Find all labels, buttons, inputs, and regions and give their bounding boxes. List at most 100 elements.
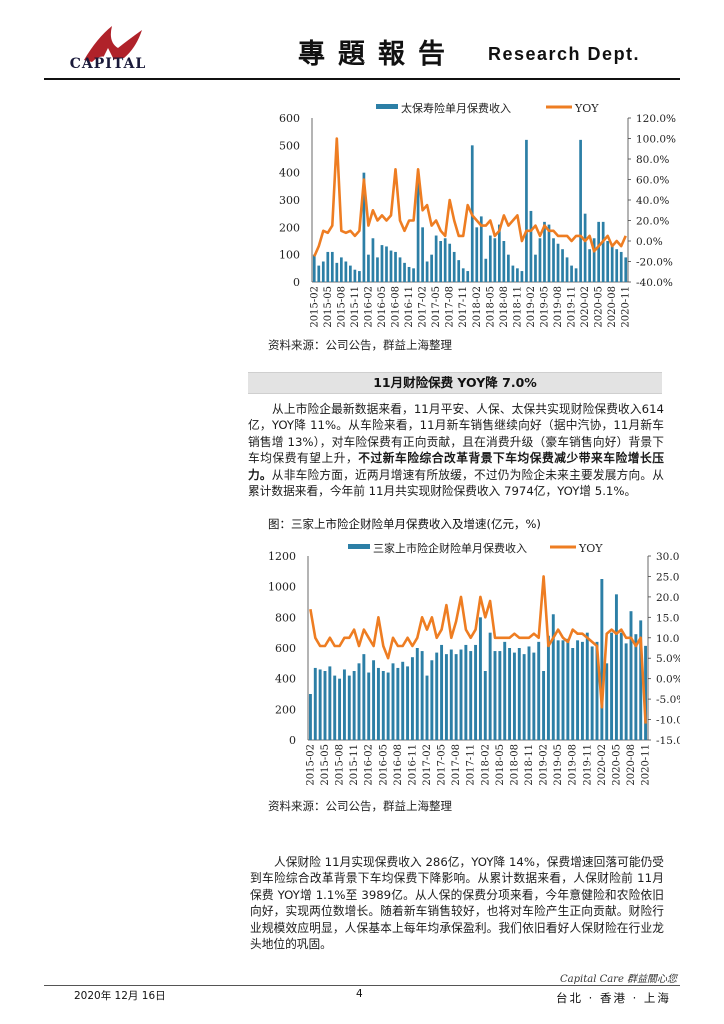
bar <box>507 254 510 282</box>
bar <box>449 649 453 740</box>
right-tick-label: -20.0% <box>636 257 673 269</box>
bar <box>459 649 463 740</box>
paragraph-1-text-a: 从上市险企最新数据来看，11月平安、人保、太保共实现财险保费收入614亿，YOY… <box>248 402 664 466</box>
bar <box>592 238 596 282</box>
bar <box>420 651 424 740</box>
bar <box>537 641 541 740</box>
bar <box>615 249 619 282</box>
footer-divider <box>44 985 680 986</box>
bar <box>639 620 643 740</box>
x-tick-label: 2018-02 <box>472 286 483 328</box>
bar <box>629 611 633 740</box>
bar <box>576 640 580 740</box>
right-tick-label: 80.0% <box>636 154 669 166</box>
bar <box>493 238 497 282</box>
right-tick-label: 0.0% <box>636 236 663 248</box>
x-tick-label: 2017-08 <box>445 286 456 328</box>
bar <box>497 224 501 282</box>
x-tick-label: 2019-02 <box>526 286 537 328</box>
x-tick-label: 2017-05 <box>437 744 448 786</box>
x-tick-label: 2016-11 <box>407 744 418 786</box>
bar <box>430 660 434 740</box>
x-tick-label: 2020-02 <box>580 286 591 328</box>
bar <box>516 268 519 282</box>
bar <box>352 671 356 740</box>
bar <box>566 638 570 740</box>
paragraph-2: 人保财险 11月实现保费收入 286亿，YOY降 14%，保费增速回落可能仍受到… <box>250 855 664 952</box>
x-tick-label: 2019-08 <box>553 286 564 328</box>
legend-bar-swatch <box>348 544 370 549</box>
bar <box>317 265 321 282</box>
right-tick-label: 30.0% <box>656 551 680 563</box>
x-tick-label: 2020-08 <box>607 286 618 328</box>
header-divider <box>44 78 680 80</box>
bar <box>353 269 357 282</box>
bar <box>600 579 604 740</box>
bar <box>556 243 560 282</box>
bar <box>511 265 515 282</box>
bar <box>358 271 361 282</box>
x-tick-label: 2017-05 <box>431 286 442 328</box>
bar <box>488 235 492 282</box>
bar <box>546 635 550 740</box>
yoy-line <box>313 137 627 257</box>
bar <box>503 641 507 740</box>
x-tick-label: 2019-08 <box>568 744 579 786</box>
chart2-source: 资料来源：公司公告，群益上海整理 <box>268 799 452 813</box>
right-tick-label: 20.0% <box>636 216 669 228</box>
x-tick-label: 2015-05 <box>323 286 334 328</box>
x-tick-label: 2015-11 <box>349 744 360 786</box>
bar <box>410 657 414 740</box>
left-tick-label: 1000 <box>268 581 296 594</box>
x-tick-label: 2018-11 <box>512 286 523 328</box>
bar <box>461 268 465 282</box>
bar <box>529 210 533 282</box>
x-tick-label: 2019-11 <box>567 286 578 328</box>
paragraph-1-bold: 不过新车险综合改革背景下车均保费减少带来车险增长压力。 <box>248 451 664 482</box>
bar <box>525 139 528 282</box>
bar <box>478 617 482 740</box>
bar <box>552 238 555 282</box>
x-tick-label: 2016-02 <box>363 286 374 328</box>
bar <box>372 660 376 740</box>
x-tick-label: 2017-11 <box>458 286 469 328</box>
bar <box>385 246 388 282</box>
bar <box>614 594 618 740</box>
bar <box>339 257 343 282</box>
x-tick-label: 2020-05 <box>611 744 622 786</box>
bar <box>454 654 458 740</box>
bar <box>380 245 384 282</box>
bar <box>328 666 332 740</box>
paragraph-1-text-b: 从非车险方面，近两月增速有所放缓，不过仍为险企未来主要发展方向。从累计数据来看，… <box>248 467 664 499</box>
right-tick-label: -5.0% <box>656 694 680 706</box>
bar <box>403 262 406 282</box>
bar <box>312 254 316 282</box>
bar <box>338 678 342 740</box>
bar <box>386 672 390 740</box>
right-tick-label: 25.0% <box>656 571 680 583</box>
bar <box>416 172 420 282</box>
bar <box>634 634 638 740</box>
legend-line-label: YOY <box>578 542 603 555</box>
bar <box>570 265 573 282</box>
bar <box>565 257 569 282</box>
x-tick-label: 2018-05 <box>485 286 496 328</box>
x-tick-label: 2020-08 <box>626 744 637 786</box>
bar <box>556 640 560 740</box>
bar <box>538 238 542 282</box>
footer-brand: Capital Care 群益關心您 <box>560 974 678 985</box>
right-tick-label: 40.0% <box>636 195 669 207</box>
chart1-source: 资料来源：公司公告，群益上海整理 <box>268 338 452 352</box>
bar <box>344 261 348 282</box>
bar <box>469 651 473 740</box>
bar <box>517 648 521 740</box>
x-tick-label: 2018-02 <box>480 744 491 786</box>
bar <box>394 251 397 282</box>
bar <box>396 667 400 740</box>
x-tick-label: 2020-11 <box>621 286 632 328</box>
bar <box>401 661 405 740</box>
bar <box>440 644 444 740</box>
left-tick-label: 200 <box>275 703 296 716</box>
bar <box>444 654 448 740</box>
x-tick-label: 2018-11 <box>524 744 535 786</box>
